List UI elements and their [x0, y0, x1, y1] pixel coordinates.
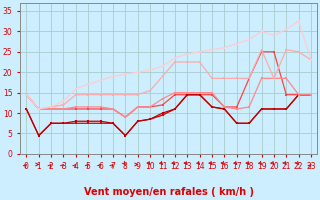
- X-axis label: Vent moyen/en rafales ( km/h ): Vent moyen/en rafales ( km/h ): [84, 187, 254, 197]
